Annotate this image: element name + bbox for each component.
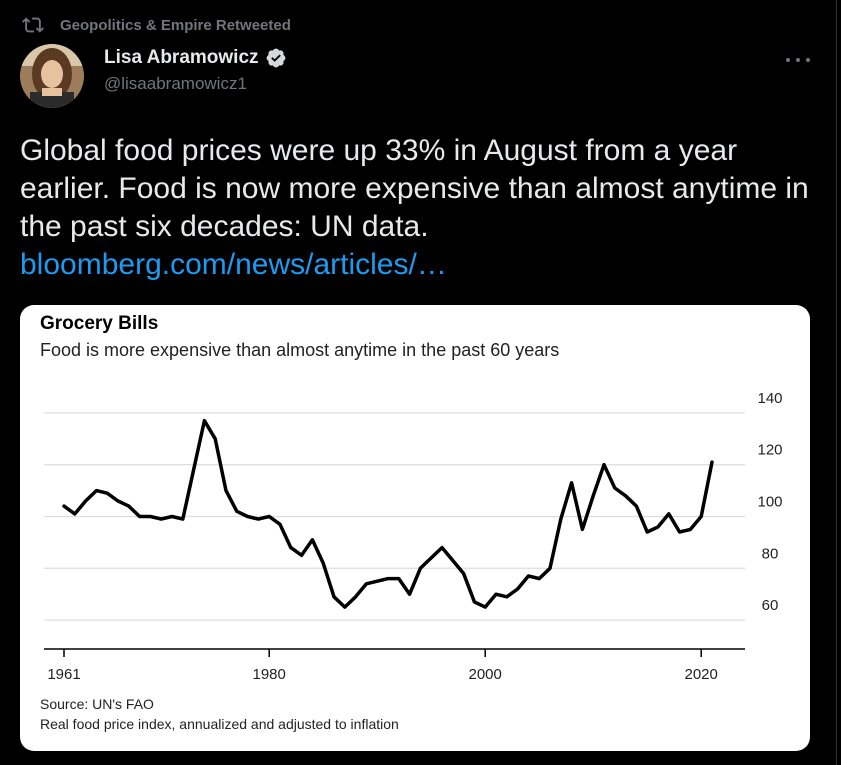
tweet-text: Global food prices were up 33% in August… — [20, 134, 809, 243]
tweet-link[interactable]: bloomberg.com/news/articles/… — [20, 248, 447, 281]
author-handle[interactable]: @lisaabramowicz1 — [104, 74, 247, 93]
y-tick-label: 60 — [762, 597, 779, 614]
more-options-icon[interactable] — [786, 50, 810, 70]
y-tick-label: 120 — [757, 442, 782, 459]
chart-subtitle: Food is more expensive than almost anyti… — [40, 340, 559, 360]
retweet-context[interactable]: Geopolitics & Empire Retweeted — [22, 12, 291, 38]
x-tick-label: 1980 — [253, 666, 286, 683]
x-axis: 1961 1980 2000 2020 — [44, 648, 745, 683]
x-tick-label: 2020 — [685, 666, 718, 683]
chart-title: Grocery Bills — [40, 313, 158, 334]
x-tick-label: 2000 — [469, 666, 502, 683]
verified-badge-icon — [266, 48, 285, 68]
y-tick-label: 140 — [757, 390, 782, 407]
y-tick-label: 100 — [757, 494, 782, 511]
chart-svg: Grocery Bills Food is more expensive tha… — [40, 313, 783, 732]
avatar-photo — [20, 44, 84, 108]
chart-note: Real food price index, annualized and ad… — [40, 716, 399, 732]
y-tick-label: 80 — [762, 545, 779, 562]
tweet-body: Global food prices were up 33% in August… — [20, 132, 820, 284]
avatar[interactable] — [20, 44, 84, 108]
chart-grid — [44, 412, 745, 621]
y-axis-ticks: 60 80 100 120 140 — [757, 390, 782, 614]
retweet-icon — [22, 17, 44, 33]
x-tick-label: 1961 — [47, 666, 80, 683]
chart-source: Source: UN's FAO — [40, 696, 154, 712]
chart-card[interactable]: Grocery Bills Food is more expensive tha… — [20, 305, 810, 751]
author-name[interactable]: Lisa Abramowicz — [104, 47, 259, 68]
retweet-label: Geopolitics & Empire Retweeted — [60, 16, 291, 34]
series-line — [62, 418, 714, 609]
author-block[interactable]: Lisa Abramowicz @lisaabramowicz1 — [104, 46, 287, 94]
